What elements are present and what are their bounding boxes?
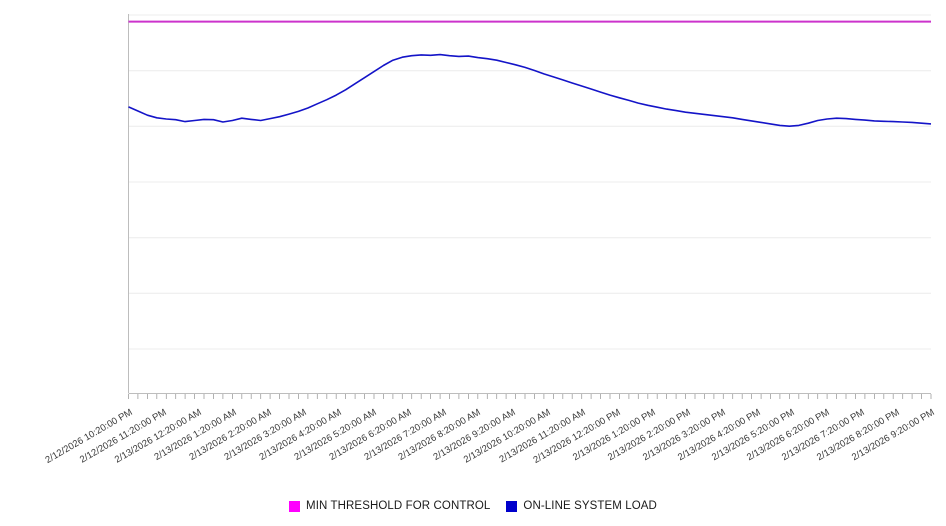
chart-legend: MIN THRESHOLD FOR CONTROL ON-LINE SYSTEM … [0,496,946,516]
legend-item[interactable]: MIN THRESHOLD FOR CONTROL [289,500,490,512]
x-axis-ticks-group [128,394,932,399]
system-load-series-line [128,53,932,127]
legend-label: MIN THRESHOLD FOR CONTROL [306,500,491,512]
legend-color-swatch [289,500,301,512]
legend-item[interactable]: ON-LINE SYSTEM LOAD [506,500,657,512]
x-axis-labels: 2/12/2026 10:20:00 PM 2/12/2026 11:20:00 … [0,395,946,490]
legend-color-swatch [506,500,518,512]
legend-label: ON-LINE SYSTEM LOAD [523,500,657,512]
gridlines-group [128,14,931,350]
